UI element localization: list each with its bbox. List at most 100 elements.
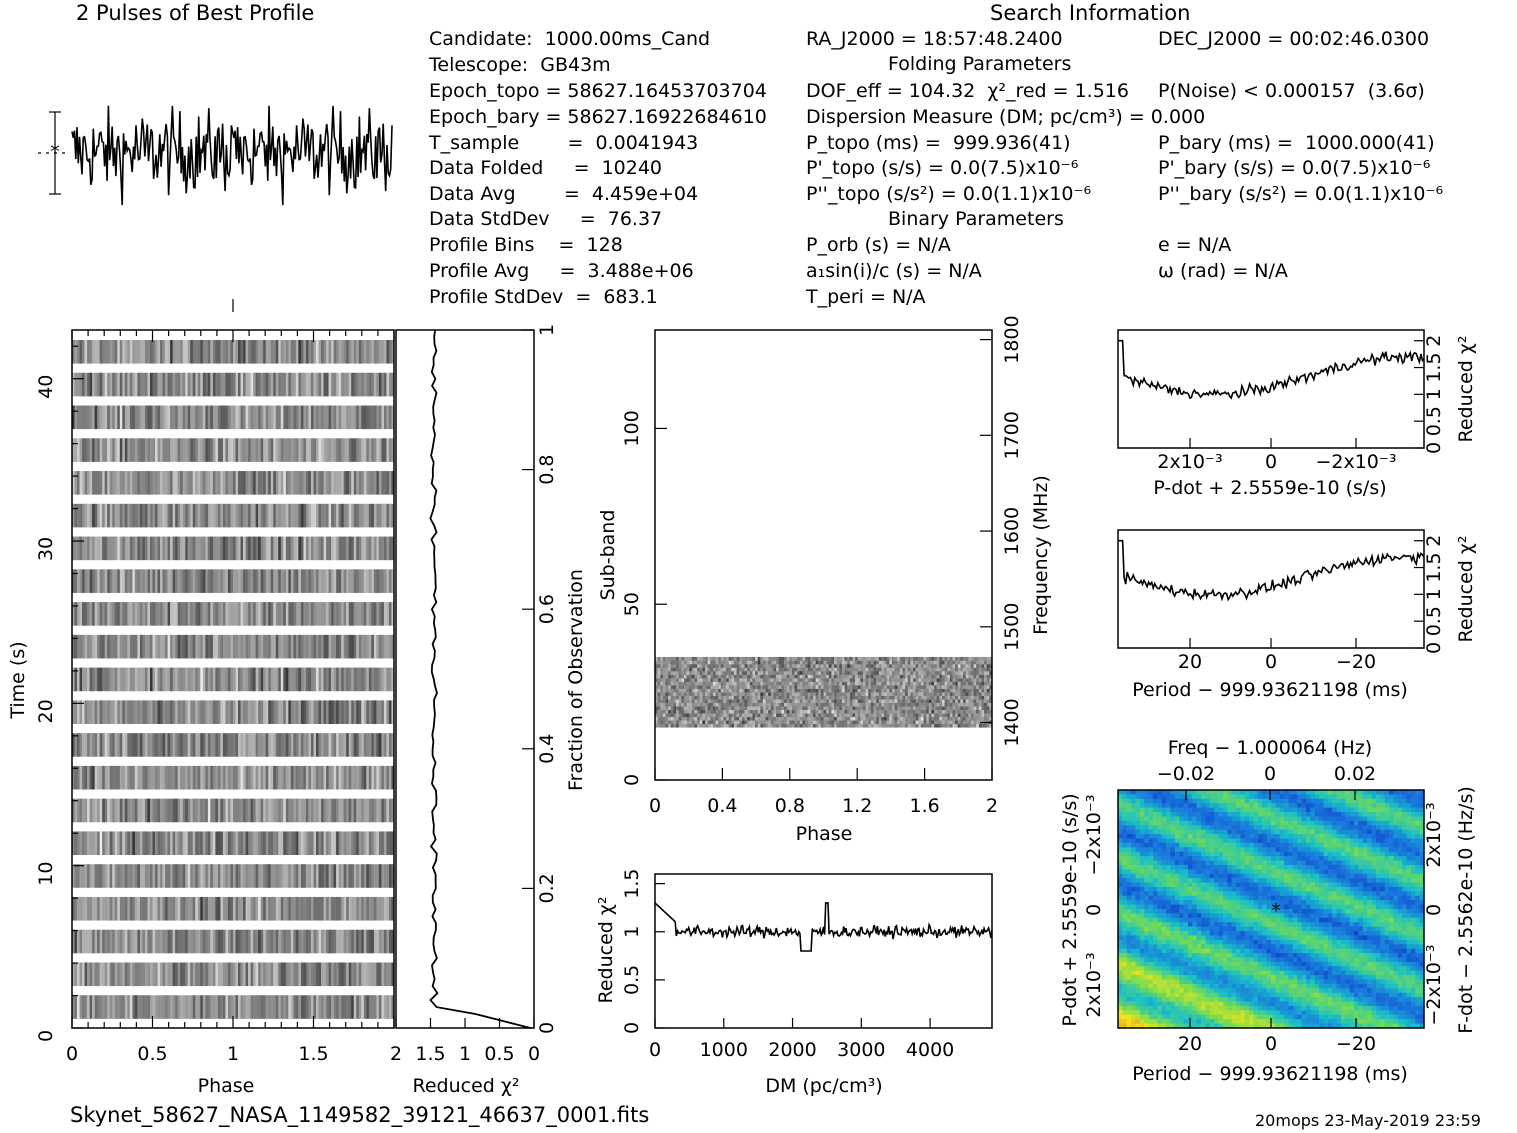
subband-cell xyxy=(715,688,719,693)
subband-cell xyxy=(855,674,859,679)
time-cell xyxy=(321,602,324,626)
time-cell xyxy=(225,405,229,430)
time-cell xyxy=(157,438,161,462)
subband-cell xyxy=(770,709,774,714)
time-cell xyxy=(361,438,365,462)
subband-cell xyxy=(755,709,758,714)
time-cell xyxy=(182,864,186,888)
time-cell xyxy=(333,896,337,921)
subband-cell xyxy=(799,692,803,696)
subband-cell xyxy=(784,713,787,718)
time-cell xyxy=(353,536,357,561)
subband-cell xyxy=(891,685,895,689)
subband-cell xyxy=(694,688,698,693)
subband-cell xyxy=(886,692,890,696)
time-cell xyxy=(114,569,118,593)
time-cell xyxy=(160,995,163,1019)
time-cell xyxy=(152,733,156,757)
subband-cell xyxy=(660,692,664,696)
subband-cell xyxy=(818,706,822,710)
time-cell xyxy=(94,634,98,659)
subband-cell xyxy=(862,716,866,721)
subband-cell xyxy=(860,685,864,689)
subband-cell xyxy=(976,706,980,710)
time-cell xyxy=(326,765,329,790)
time-cell xyxy=(361,471,365,495)
time-cell xyxy=(94,700,98,724)
time-cell xyxy=(127,372,131,397)
subband-cell xyxy=(715,671,719,675)
time-cell xyxy=(225,503,229,528)
subband-cell xyxy=(794,720,798,725)
time-cell xyxy=(273,372,277,397)
time-cell xyxy=(240,536,244,561)
time-cell xyxy=(250,438,254,462)
time-cell xyxy=(383,340,387,364)
subband-cell xyxy=(984,699,988,703)
time-cell xyxy=(225,471,229,495)
subband-cell xyxy=(731,702,735,707)
time-cell xyxy=(386,438,390,462)
time-cell xyxy=(185,340,189,364)
subband-cell xyxy=(876,702,880,707)
time-cell xyxy=(117,536,121,561)
subband-cell xyxy=(949,723,953,728)
time-cell xyxy=(303,831,307,856)
time-cell xyxy=(275,438,279,462)
subband-cell xyxy=(868,674,872,679)
time-cell xyxy=(310,733,314,757)
subband-cell xyxy=(855,702,859,707)
time-cell xyxy=(152,340,156,364)
time-cell xyxy=(122,798,126,823)
time-cell xyxy=(112,798,116,823)
time-cell xyxy=(117,667,121,692)
subband-cell xyxy=(952,674,956,679)
time-cell xyxy=(122,896,126,921)
subband-cell xyxy=(918,720,922,725)
time-cell xyxy=(104,667,108,692)
time-cell xyxy=(160,864,163,888)
time-cell xyxy=(205,864,209,888)
time-cell xyxy=(371,536,375,561)
subband-cell xyxy=(981,678,985,682)
time-cell xyxy=(74,438,78,462)
subband-cell xyxy=(757,671,761,675)
time-cell xyxy=(366,798,370,823)
time-cell xyxy=(144,634,148,659)
time-cell xyxy=(102,503,106,528)
time-cell xyxy=(253,634,256,659)
subband-cell xyxy=(739,678,743,682)
subband-cell xyxy=(720,702,724,707)
subband-cell xyxy=(681,709,685,714)
time-cell xyxy=(268,569,272,593)
subband-cell xyxy=(831,709,835,714)
time-cell xyxy=(280,569,284,593)
subband-cell xyxy=(805,716,808,721)
subband-cell xyxy=(941,678,945,682)
time-cell xyxy=(356,405,360,430)
subband-cell xyxy=(768,671,772,675)
time-cell xyxy=(220,929,224,954)
time-cell xyxy=(230,962,234,987)
subband-cell xyxy=(915,720,919,725)
time-cell xyxy=(132,765,136,790)
time-cell xyxy=(328,340,332,364)
subband-cell xyxy=(665,692,669,696)
time-cell xyxy=(318,831,322,856)
time-cell xyxy=(222,765,226,790)
subband-cell xyxy=(952,716,956,721)
time-cell xyxy=(119,536,123,561)
time-cell xyxy=(290,667,294,692)
subband-cell xyxy=(657,685,661,689)
time-cell xyxy=(321,798,324,823)
subband-cell xyxy=(936,699,940,703)
time-cell xyxy=(381,340,385,364)
subband-cell xyxy=(683,685,687,689)
time-cell xyxy=(253,372,256,397)
time-cell xyxy=(383,896,387,921)
time-cell xyxy=(383,569,387,593)
time-cell xyxy=(351,471,355,495)
subband-cell xyxy=(897,685,901,689)
time-cell xyxy=(308,929,312,954)
subband-cell xyxy=(705,681,708,686)
